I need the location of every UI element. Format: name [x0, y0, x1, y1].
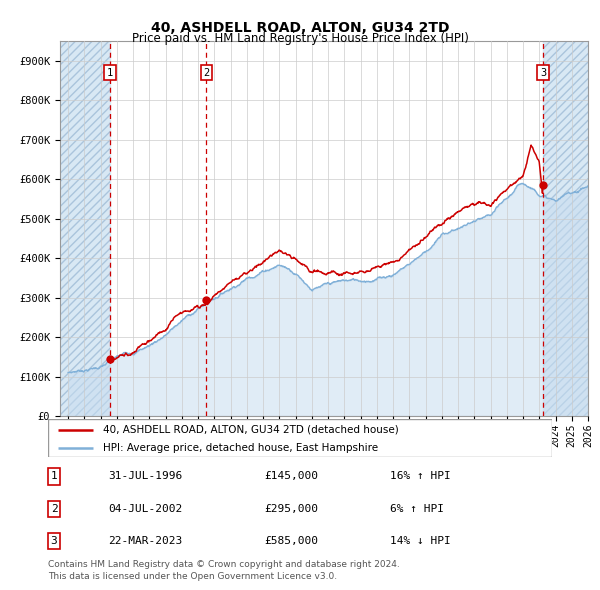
Bar: [543, 41, 588, 416]
Text: Price paid vs. HM Land Registry's House Price Index (HPI): Price paid vs. HM Land Registry's House …: [131, 32, 469, 45]
Text: HPI: Average price, detached house, East Hampshire: HPI: Average price, detached house, East…: [103, 442, 379, 453]
Text: Contains HM Land Registry data © Crown copyright and database right 2024.
This d: Contains HM Land Registry data © Crown c…: [48, 560, 400, 581]
Text: 2: 2: [203, 68, 209, 78]
Text: 40, ASHDELL ROAD, ALTON, GU34 2TD: 40, ASHDELL ROAD, ALTON, GU34 2TD: [151, 21, 449, 35]
Text: 1: 1: [107, 68, 113, 78]
Text: £585,000: £585,000: [264, 536, 318, 546]
Text: 31-JUL-1996: 31-JUL-1996: [108, 471, 182, 481]
Text: 3: 3: [540, 68, 546, 78]
Bar: [60, 41, 110, 416]
Text: 2: 2: [50, 504, 58, 514]
Text: 6% ↑ HPI: 6% ↑ HPI: [390, 504, 444, 514]
Bar: [60, 41, 110, 416]
Text: £145,000: £145,000: [264, 471, 318, 481]
Bar: [543, 41, 588, 416]
Text: 04-JUL-2002: 04-JUL-2002: [108, 504, 182, 514]
Text: 1: 1: [50, 471, 58, 481]
Text: 16% ↑ HPI: 16% ↑ HPI: [390, 471, 451, 481]
Text: £295,000: £295,000: [264, 504, 318, 514]
Text: 22-MAR-2023: 22-MAR-2023: [108, 536, 182, 546]
FancyBboxPatch shape: [48, 419, 552, 457]
Text: 14% ↓ HPI: 14% ↓ HPI: [390, 536, 451, 546]
Text: 40, ASHDELL ROAD, ALTON, GU34 2TD (detached house): 40, ASHDELL ROAD, ALTON, GU34 2TD (detac…: [103, 425, 399, 435]
Text: 3: 3: [50, 536, 58, 546]
